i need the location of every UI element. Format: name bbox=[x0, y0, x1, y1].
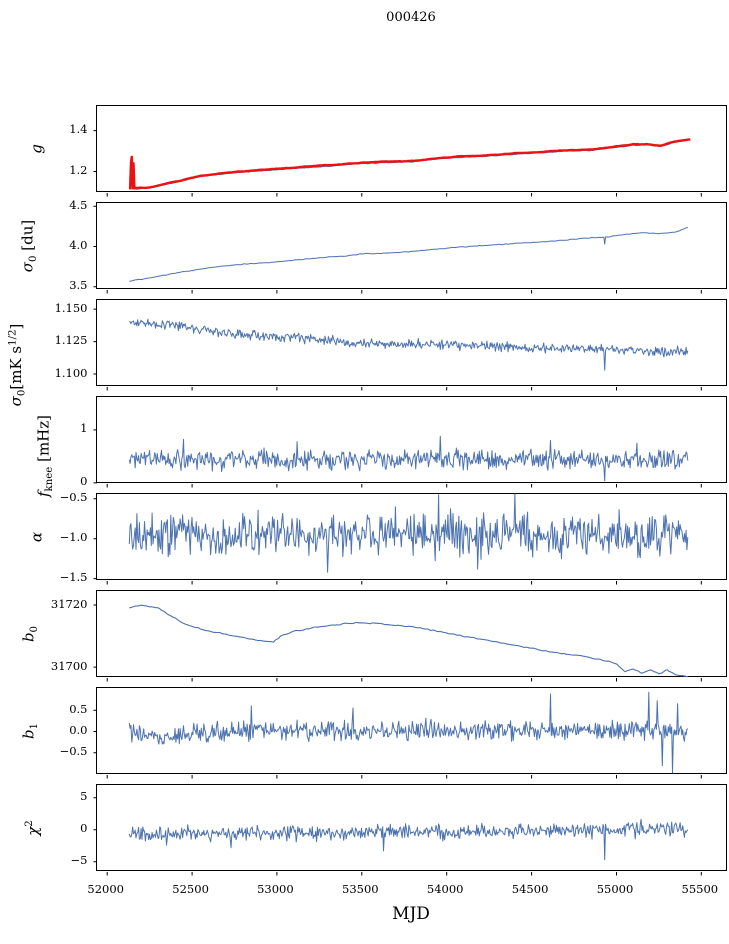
plot-panel-chi2 bbox=[93, 784, 727, 876]
y-tick-label: 3.5 bbox=[69, 278, 88, 293]
y-axis-title-f-knee: fknee [mHz] bbox=[34, 414, 56, 497]
y-axis-title-chi2: χ2 bbox=[23, 819, 42, 836]
y-tick-label: 1.150 bbox=[54, 300, 88, 315]
tick-marks bbox=[93, 709, 702, 779]
plot-panel-b1 bbox=[93, 687, 727, 779]
y-axis-title-alpha: α bbox=[27, 531, 46, 542]
panel-canvas-g bbox=[93, 130, 702, 197]
y-tick-label: 0.5 bbox=[69, 701, 88, 716]
x-tick-label: 54500 bbox=[511, 882, 549, 896]
y-axis-title-segment: 0 bbox=[28, 255, 40, 262]
series-sigma0-mk bbox=[128, 318, 688, 371]
y-axis-title-segment: ] bbox=[6, 323, 25, 329]
plot-panel-f-knee bbox=[93, 396, 727, 488]
tick-marks bbox=[93, 130, 702, 197]
y-axis-title-segment: 1 bbox=[29, 722, 41, 729]
x-tick-label: 55500 bbox=[681, 882, 719, 896]
plot-panel-alpha bbox=[93, 493, 727, 585]
panel-canvas-chi2 bbox=[93, 797, 702, 876]
y-tick-label: 4.5 bbox=[69, 197, 88, 212]
y-axis-title-segment: σ bbox=[18, 261, 37, 272]
y-tick-label: 0 bbox=[80, 474, 88, 489]
panel-canvas-sigma0-mk bbox=[93, 308, 702, 391]
y-axis-title-segment: 0 bbox=[16, 389, 28, 396]
x-tick-label: 54000 bbox=[426, 882, 464, 896]
y-axis-title-g: g bbox=[27, 143, 46, 154]
tick-marks bbox=[93, 205, 702, 294]
tick-marks bbox=[93, 429, 702, 488]
series-gain-smoothed bbox=[128, 138, 691, 190]
x-tick-label: 52000 bbox=[87, 882, 124, 896]
y-tick-label: 0.0 bbox=[69, 723, 88, 737]
series-b0 bbox=[128, 604, 688, 678]
y-axis-title-segment: 2 bbox=[24, 819, 36, 827]
y-tick-label: 4.0 bbox=[69, 238, 88, 252]
series-sigma0-du bbox=[128, 226, 688, 282]
y-axis-title-sigma0-mk: σ0[mK s1/2] bbox=[6, 323, 28, 406]
tick-marks bbox=[93, 308, 702, 391]
panel-canvas-b0 bbox=[93, 604, 702, 682]
y-axis-title-segment: b bbox=[19, 728, 38, 739]
y-axis-title-segment: b bbox=[19, 631, 38, 642]
plot-panel-sigma0-mk bbox=[93, 299, 727, 391]
panel-canvas-alpha bbox=[93, 493, 702, 585]
y-axis-title-segment: 0 bbox=[29, 625, 41, 632]
y-tick-label: 1 bbox=[80, 421, 88, 436]
y-axis-title-b1: b1 bbox=[19, 722, 41, 739]
y-axis-title-sigma0-du: σ0 [du] bbox=[18, 219, 40, 272]
y-axis-title-segment: knee bbox=[44, 466, 56, 491]
series-chi2 bbox=[128, 818, 688, 861]
y-axis-title-segment: [du] bbox=[18, 219, 37, 256]
y-axis-title-segment: [mK s bbox=[6, 345, 25, 390]
y-axis-title-segment: [mHz] bbox=[34, 414, 53, 467]
y-tick-label: 31700 bbox=[50, 658, 88, 673]
tick-marks bbox=[93, 797, 702, 876]
x-tick-label: 55000 bbox=[596, 882, 634, 896]
x-axis-title: MJD bbox=[392, 904, 430, 924]
y-axis-title-segment: f bbox=[34, 490, 53, 497]
plot-panel-sigma0-du bbox=[93, 202, 727, 294]
tick-marks bbox=[93, 498, 702, 585]
y-tick-label: −1.5 bbox=[59, 570, 88, 585]
y-axis-title-b0: b0 bbox=[19, 625, 41, 642]
y-tick-label: 1.2 bbox=[69, 163, 88, 177]
y-axis-title-segment: χ bbox=[23, 826, 42, 836]
y-tick-label: −0.5 bbox=[59, 490, 88, 505]
panel-canvas-f-knee bbox=[93, 429, 702, 488]
plot-panel-b0 bbox=[93, 590, 727, 682]
chart-title: 000426 bbox=[386, 10, 436, 25]
series-f-knee bbox=[128, 435, 688, 482]
y-tick-label: −1.0 bbox=[59, 530, 88, 545]
y-axis-title-segment: g bbox=[27, 143, 46, 154]
y-tick-label: 1.125 bbox=[54, 333, 88, 348]
panel-canvas-sigma0-du bbox=[93, 205, 702, 294]
y-tick-label: 0 bbox=[80, 821, 88, 836]
x-tick-label: 53000 bbox=[257, 882, 294, 896]
y-tick-label: −5 bbox=[70, 853, 88, 868]
series-alpha bbox=[128, 493, 688, 573]
plot-panel-g bbox=[93, 105, 727, 197]
x-tick-label: 53500 bbox=[342, 882, 379, 896]
y-tick-label: 1.100 bbox=[54, 365, 88, 380]
y-axis-title-segment: α bbox=[27, 531, 46, 542]
y-tick-label: 31720 bbox=[50, 596, 88, 611]
y-tick-label: 1.4 bbox=[69, 122, 88, 137]
series-b1 bbox=[128, 691, 688, 774]
y-tick-label: 5 bbox=[80, 789, 88, 804]
tick-marks bbox=[93, 604, 702, 682]
y-axis-title-segment: σ bbox=[6, 395, 25, 406]
y-tick-label: −0.5 bbox=[59, 744, 88, 759]
y-axis-title-segment: 1/2 bbox=[7, 328, 19, 346]
panel-canvas-b1 bbox=[93, 691, 702, 779]
x-tick-label: 52500 bbox=[172, 882, 209, 896]
